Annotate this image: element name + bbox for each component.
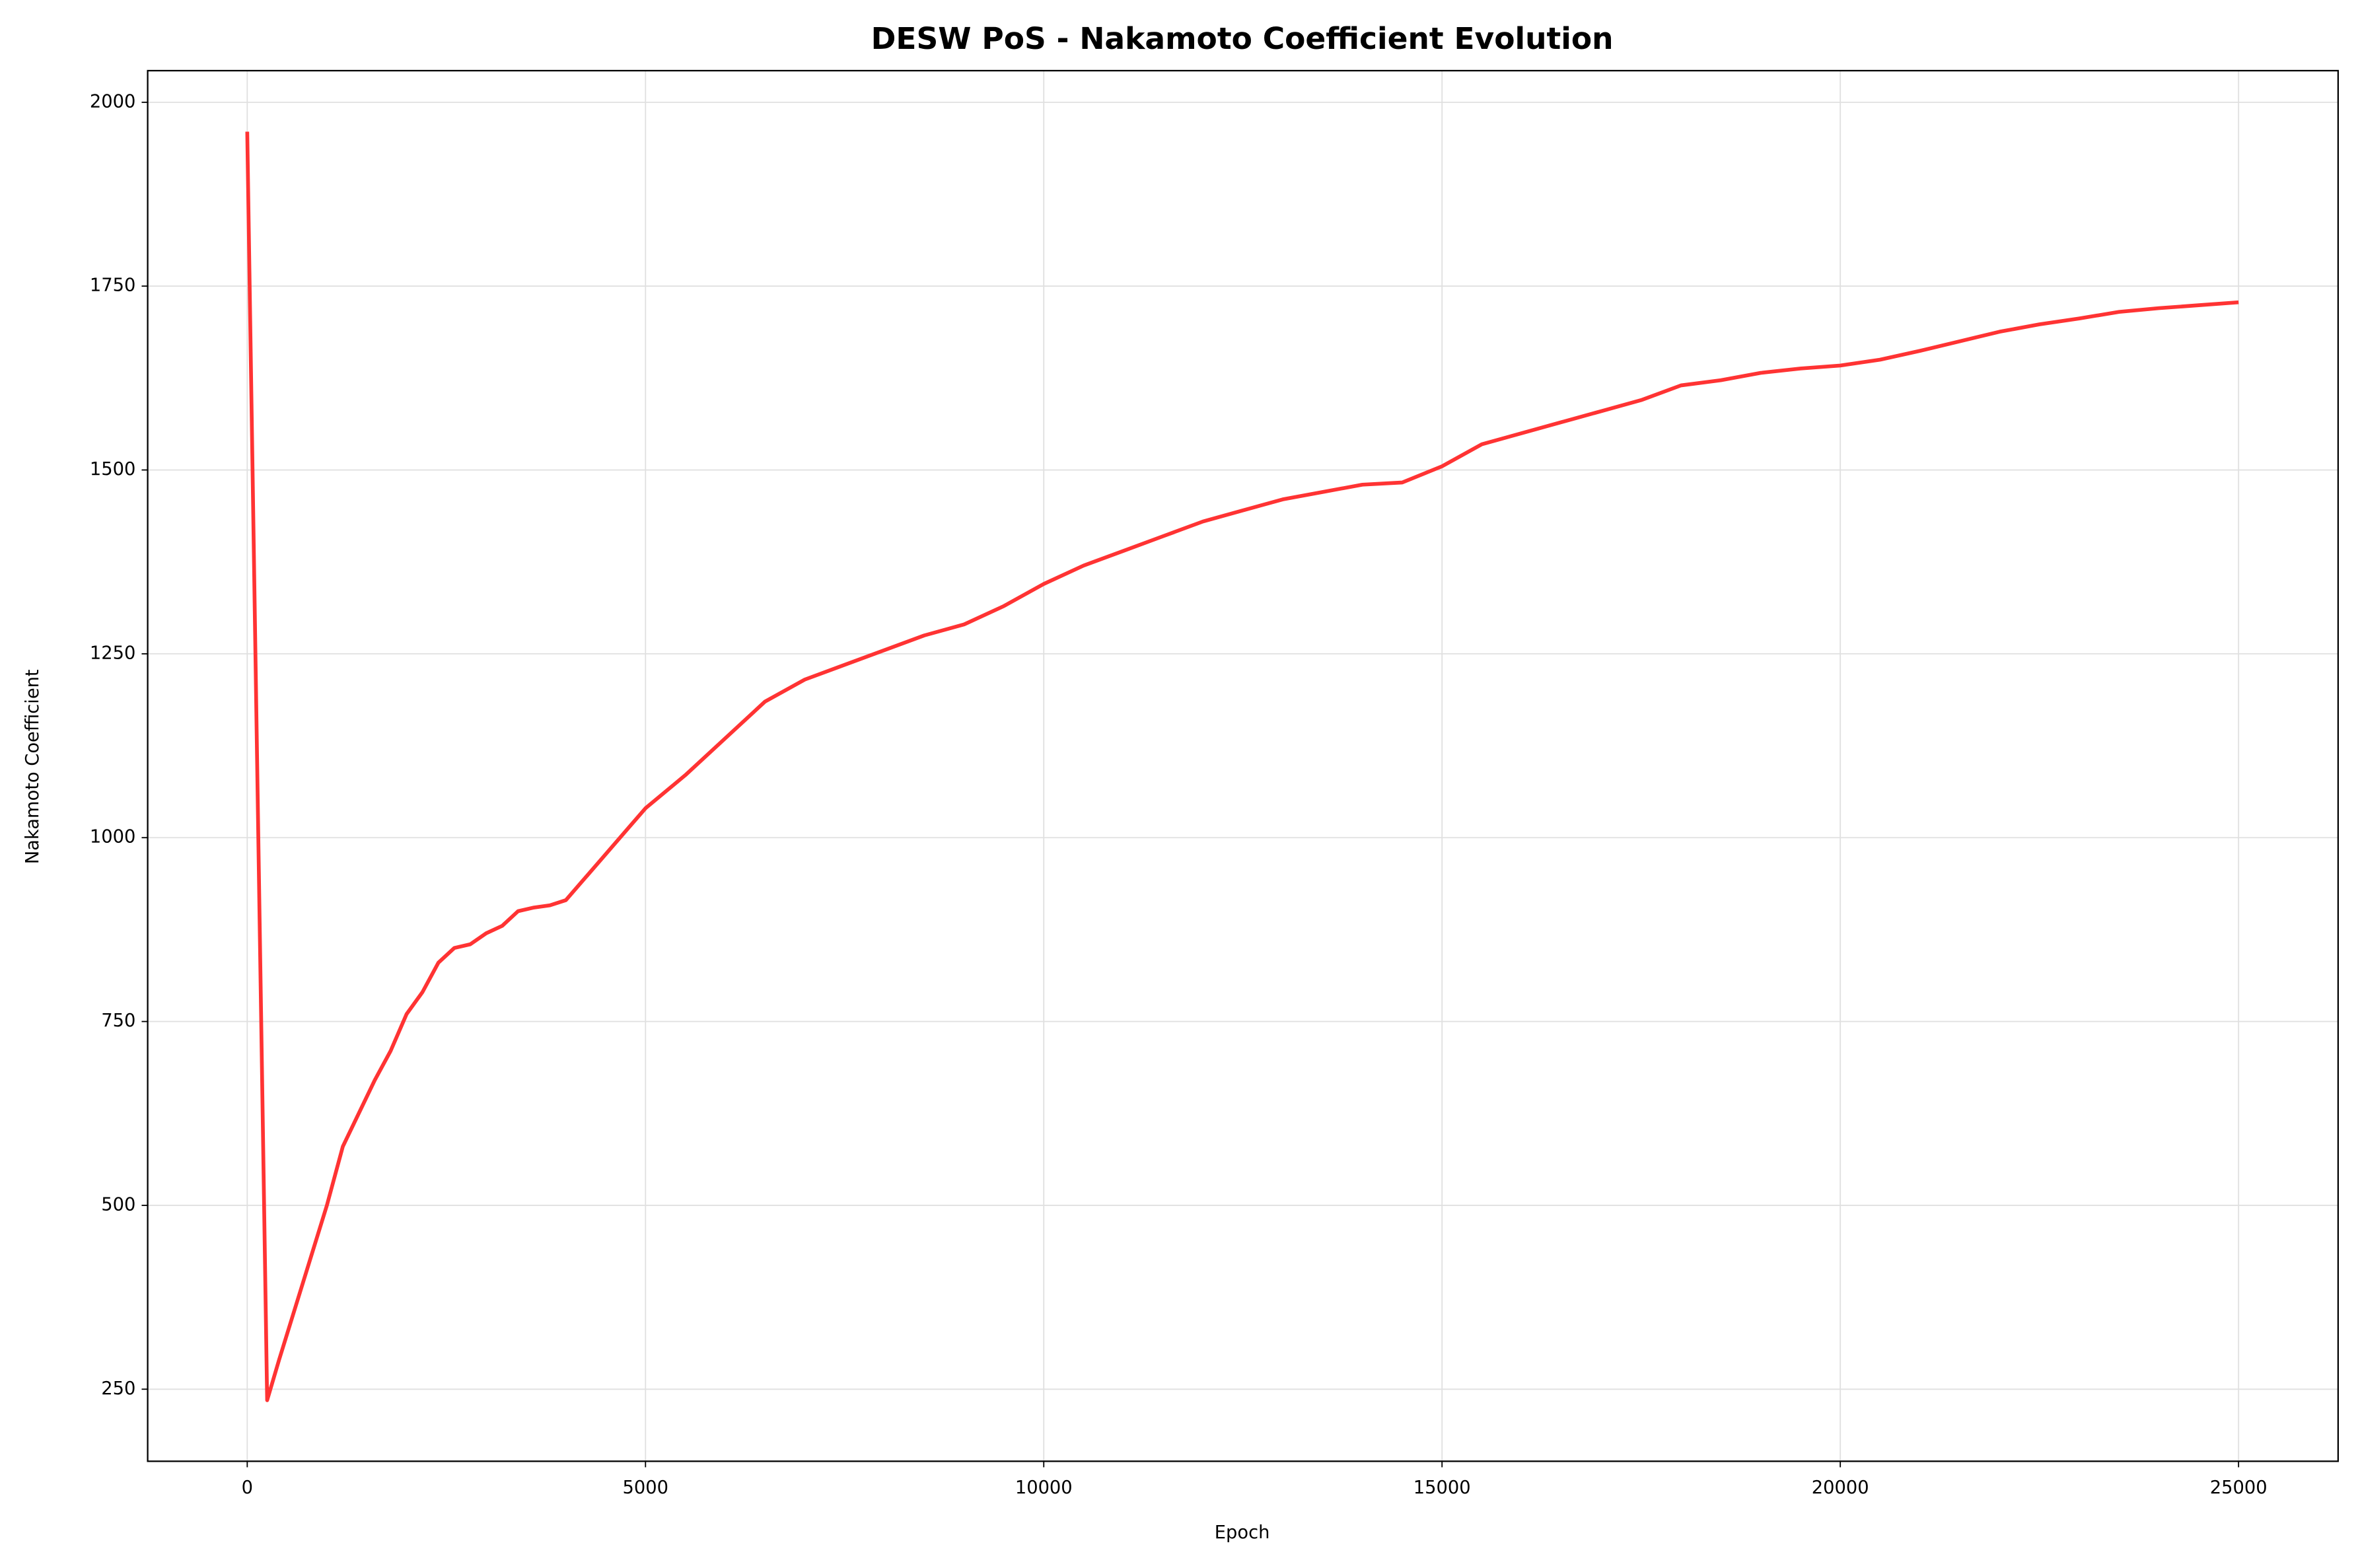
x-tick-label: 25000 xyxy=(2210,1478,2268,1498)
y-tick-label: 1250 xyxy=(90,643,135,663)
x-axis-label: Epoch xyxy=(1215,1522,1270,1543)
x-tick-label: 5000 xyxy=(623,1478,668,1498)
data-line xyxy=(245,131,2239,1402)
y-axis-label: Nakamoto Coefficient xyxy=(22,669,43,864)
x-tick-label: 20000 xyxy=(1812,1478,1869,1498)
x-tick-label: 10000 xyxy=(1015,1478,1073,1498)
y-tick-label: 500 xyxy=(101,1194,135,1215)
y-tick-label: 1000 xyxy=(90,827,135,847)
y-tick-label: 2000 xyxy=(90,91,135,112)
y-tick-label: 750 xyxy=(101,1011,135,1031)
y-tick-label: 1500 xyxy=(90,459,135,480)
x-tick-label: 15000 xyxy=(1413,1478,1471,1498)
y-tick-label: 1750 xyxy=(90,275,135,296)
y-tick-label: 250 xyxy=(101,1378,135,1399)
plot-frame xyxy=(147,69,2340,1462)
x-tick-label: 0 xyxy=(242,1478,253,1498)
chart-title: DESW PoS - Nakamoto Coefficient Evolutio… xyxy=(871,21,1614,56)
